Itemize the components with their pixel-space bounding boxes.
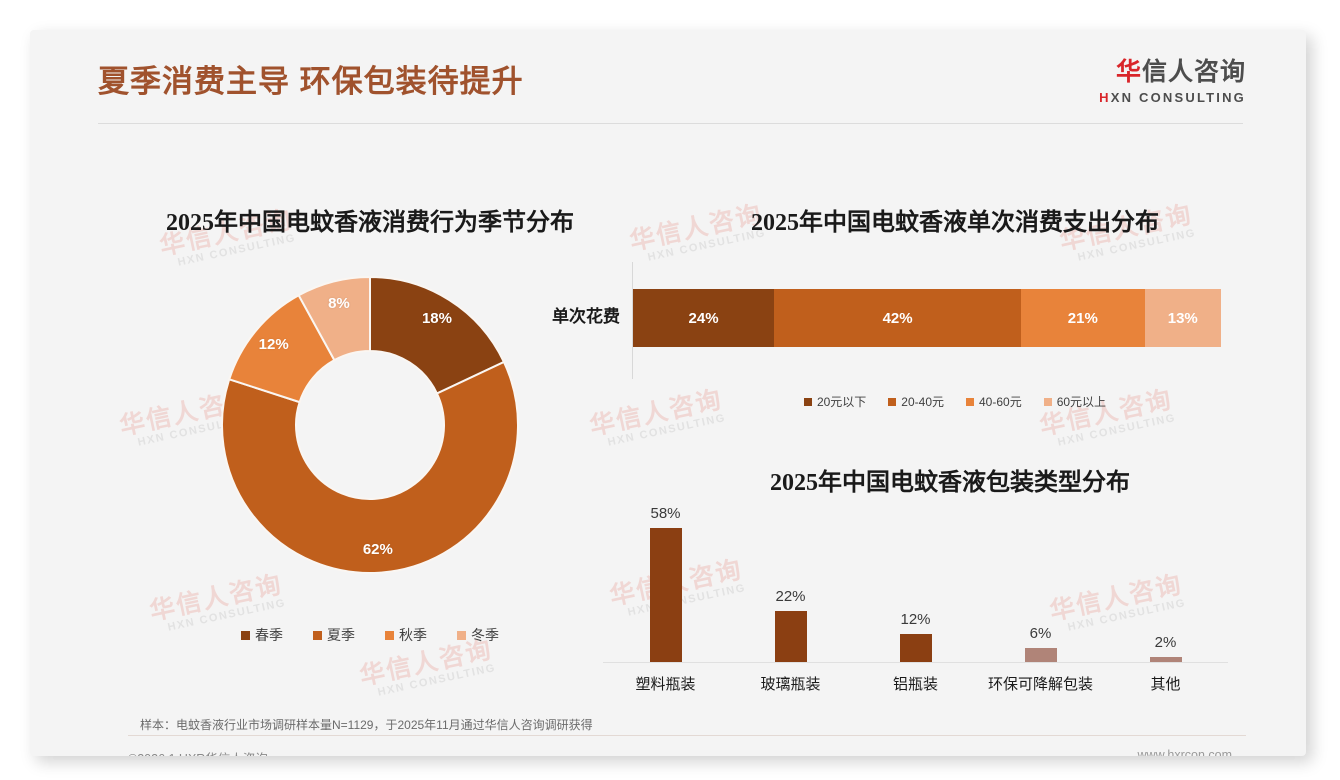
bar-category-label: 铝瓶装 [892, 676, 938, 693]
donut-slice-value: 18% [421, 310, 452, 328]
logo-chinese: 华信人咨询 [1099, 52, 1246, 88]
bar-value-label: 12% [900, 611, 931, 629]
stacked-bar-segment[interactable]: 21% [1021, 289, 1145, 347]
legend-swatch-icon [1043, 397, 1052, 406]
stacked-bar-chart: 单次花费 24% 42% 21% 13% [520, 258, 1240, 383]
stacked-legend-label: 60元以上 [1056, 395, 1107, 409]
bar-category-label: 玻璃瓶装 [760, 676, 821, 693]
stacked-bar-track: 24% 42% 21% 13% [633, 289, 1221, 347]
legend-swatch-icon [457, 630, 466, 640]
donut-slice-value: 12% [258, 336, 289, 354]
donut-legend-label: 冬季 [471, 627, 499, 643]
donut-slice [297, 275, 371, 362]
stacked-legend-item[interactable]: 20-40元 [888, 393, 944, 410]
donut-slice [221, 360, 519, 574]
donut-svg [221, 275, 519, 574]
logo-english-rest: XN CONSULTING [1110, 90, 1246, 105]
bar-value-label: 22% [775, 588, 806, 606]
donut-legend-label: 夏季 [327, 627, 355, 643]
watermark-english: HXN CONSULTING [176, 232, 298, 269]
bar [774, 611, 807, 662]
bar-column[interactable]: 12% [853, 510, 978, 662]
donut-legend-item[interactable]: 秋季 [385, 625, 427, 645]
bar-category-labels: 塑料瓶装 玻璃瓶装 铝瓶装 环保可降解包装 其他 [603, 673, 1228, 694]
stacked-legend-item[interactable]: 20元以下 [803, 393, 867, 410]
donut-chart-title: 2025年中国电蚊香液消费行为季节分布 [166, 210, 574, 236]
header-divider [98, 123, 1243, 124]
page-title: 夏季消费主导 环保包装待提升 [98, 64, 524, 99]
stacked-chart-title: 2025年中国电蚊香液单次消费支出分布 [751, 210, 1159, 236]
footer-website: www.hxrcon.com [1137, 748, 1232, 756]
footer-copyright: ©2026.1 HXR华信人咨询 [128, 748, 268, 756]
stacked-legend-label: 20元以下 [816, 395, 867, 409]
bar [1024, 648, 1057, 662]
stacked-bar-segment[interactable]: 13% [1144, 289, 1221, 347]
watermark-english: HXN CONSULTING [376, 662, 498, 699]
legend-swatch-icon [385, 630, 394, 640]
legend-swatch-icon [313, 630, 322, 640]
slide-canvas: 华信人咨询 HXN CONSULTING 华信人咨询 HXN CONSULTING 华信… [30, 30, 1306, 756]
donut-chart: 18% 62% 12% 8% [105, 275, 635, 645]
bar [899, 634, 932, 662]
donut-legend-label: 秋季 [399, 627, 427, 643]
bar-column[interactable]: 6% [978, 510, 1103, 662]
stacked-legend-label: 40-60元 [979, 395, 1022, 409]
bar-value-label: 6% [1029, 625, 1052, 643]
stacked-bar-segment[interactable]: 24% [633, 289, 775, 347]
stacked-bar-segment[interactable]: 42% [774, 289, 1022, 347]
bar-category-label: 塑料瓶装 [635, 676, 696, 693]
bar-value-label: 58% [650, 505, 681, 523]
bar-value-label: 2% [1154, 634, 1177, 652]
footer-divider [128, 735, 1246, 736]
bar-column[interactable]: 22% [728, 510, 853, 662]
company-logo: 华信人咨询 HXN CONSULTING [1099, 52, 1246, 105]
donut-legend-label: 春季 [255, 627, 283, 643]
watermark-english: HXN CONSULTING [1056, 412, 1178, 449]
bar-column[interactable]: 58% [603, 505, 728, 662]
stacked-category-label: 单次花费 [552, 307, 620, 326]
stacked-legend: 20元以下 20-40元 40-60元 60元以上 [655, 393, 1255, 410]
stacked-axis-line [632, 262, 633, 379]
bar-axis-line [603, 662, 1228, 663]
logo-chinese-accent: 华 [1115, 58, 1142, 86]
bar-columns: 58% 22% 12% 6% 2% [603, 505, 1228, 662]
donut-slice [369, 275, 506, 395]
legend-swatch-icon [241, 630, 250, 640]
legend-swatch-icon [966, 397, 974, 406]
sample-footnote: 样本：电蚊香液行业市场调研样本量N=1129，于2025年11月通过华信人咨询调… [140, 718, 593, 732]
donut-legend: 春季 夏季 秋季 冬季 [105, 625, 635, 645]
donut-legend-item[interactable]: 春季 [241, 625, 283, 645]
stacked-legend-item[interactable]: 60元以上 [1043, 393, 1107, 410]
vertical-bar-chart: 58% 22% 12% 6% 2% 塑料瓶装 玻璃瓶装 铝瓶装 环保可降解包装 其他 [595, 505, 1235, 705]
donut-legend-item[interactable]: 冬季 [457, 625, 499, 645]
slide-header: 夏季消费主导 环保包装待提升 华信人咨询 HXN CONSULTING [30, 30, 1306, 126]
bar [649, 528, 682, 662]
logo-english-accent: H [1099, 90, 1111, 105]
donut-legend-item[interactable]: 夏季 [313, 625, 355, 645]
bar [1149, 657, 1182, 662]
donut-slice-value: 62% [362, 540, 393, 558]
stacked-legend-label: 20-40元 [901, 395, 944, 409]
bar-chart-title: 2025年中国电蚊香液包装类型分布 [770, 470, 1130, 496]
logo-english: HXN CONSULTING [1099, 90, 1246, 105]
donut-slice-value: 8% [328, 294, 350, 312]
bar-category-label: 环保可降解包装 [987, 676, 1093, 693]
bar-category-label: 其他 [1150, 676, 1181, 693]
stacked-legend-item[interactable]: 40-60元 [966, 393, 1022, 410]
legend-swatch-icon [803, 397, 812, 406]
logo-chinese-rest: 信人咨询 [1141, 58, 1246, 86]
legend-swatch-icon [888, 397, 897, 406]
bar-column[interactable]: 2% [1103, 510, 1228, 662]
